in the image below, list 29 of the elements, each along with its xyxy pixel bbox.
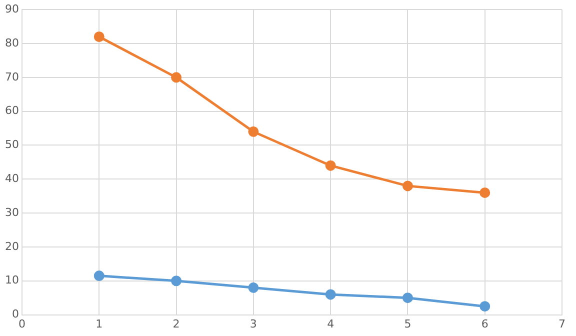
x-tick-label: 5 [404,317,412,330]
point [402,292,413,304]
x-tick-label: 1 [96,317,103,330]
point [248,126,259,137]
y-tick-label: 10 [4,274,19,287]
point [94,270,104,282]
y-tick-label: 50 [4,138,19,152]
point [171,276,182,286]
point [325,289,336,300]
x-tick-label: 4 [327,317,334,330]
point [94,31,104,42]
y-tick-label: 40 [4,172,19,186]
y-tick-label: 60 [4,104,19,118]
point [480,187,490,198]
x-tick-label: 7 [558,317,566,330]
point [248,282,259,293]
y-tick-label: 20 [4,240,19,253]
point [325,160,336,171]
x-tick-label: 6 [481,317,488,330]
y-tick-label: 30 [4,206,19,219]
point [480,301,490,312]
y-tick-label: 90 [4,2,19,16]
point [171,72,182,83]
x-tick-label: 3 [250,317,257,330]
y-tick-label: 70 [4,70,19,84]
x-tick-label: 2 [172,317,180,330]
y-tick-label: 0 [12,308,19,321]
point [402,180,413,192]
y-tick-label: 80 [4,36,19,50]
